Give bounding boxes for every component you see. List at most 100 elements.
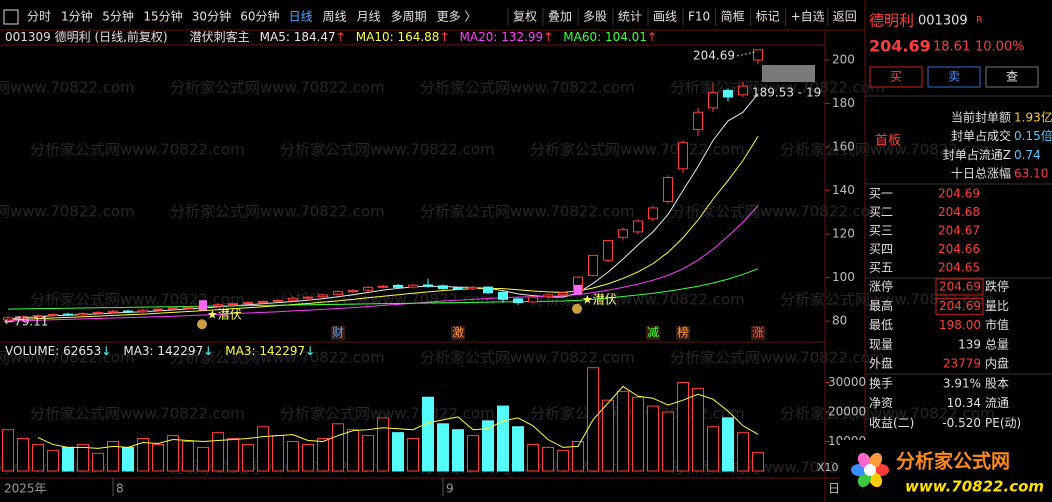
volume-bar [497,405,509,472]
row-label: 外盘 [869,356,893,371]
stat-label: 十日总涨幅 [951,166,1011,181]
tool-button[interactable]: 复权 [513,10,537,24]
candle-body [363,286,373,291]
row-label: 最高 [869,298,893,313]
tool-button[interactable]: 统计 [618,10,642,24]
scale-label: X10 [817,461,839,474]
row-label: 内盘 [985,356,1009,371]
volume-bar [47,449,59,472]
price-change: 18.61 [933,40,970,55]
row-label: 股本 [985,377,1009,391]
tool-button[interactable]: 多股 [583,10,607,24]
candle-body [3,317,13,321]
candle-body [423,284,433,287]
event-tag [451,326,465,340]
event-tag [751,326,765,340]
volume-bar [467,435,479,472]
book-label: 买三 [869,224,893,238]
y-tick-label: 100 [832,270,855,284]
watermark: 分析家公式网www.70822.com [280,141,495,159]
event-tag [331,326,345,340]
candle-body [93,311,103,314]
tool-button[interactable]: 返回 [833,10,857,24]
trade-button-label[interactable]: 卖 [948,70,960,84]
candle-body [288,297,298,301]
volume-bar [422,396,434,472]
period-tab[interactable]: 分时 [27,10,51,24]
tool-button[interactable]: 画线 [653,10,677,24]
candle-body [228,303,238,306]
period-tab[interactable]: 60分钟 [240,9,279,24]
book-price: 204.67 [938,224,980,238]
candle-body [633,220,643,233]
event-tag [646,326,660,340]
logo-petal [857,452,872,469]
candle-body [318,294,328,298]
y-tick-label: 20000 [828,404,866,418]
period-tab[interactable]: 15分钟 [143,9,182,24]
stock-badge: R [976,16,982,26]
ma-arrow: ↑ [336,30,346,44]
trade-button-label[interactable]: 查 [1006,70,1018,84]
period-tab[interactable]: 周线 [323,10,347,24]
volume-bar [452,429,464,472]
watermark: 分析家公式网www.70822.com [280,405,495,423]
ma-legend: MA5: 184.47 [260,30,336,44]
period-tab[interactable]: 30分钟 [192,9,231,24]
candle-body [453,287,463,290]
candle-body [513,298,523,304]
trade-button[interactable] [927,66,981,88]
row-value: -0.520 [942,416,981,430]
row-label: PE(动) [985,416,1021,430]
ma-arrow: ↑ [439,30,449,44]
event-label: 涨 [752,325,764,340]
volume-bar [212,432,224,472]
volume-bar [32,443,44,472]
volume-bar [737,432,749,472]
trade-button-label[interactable]: 买 [890,70,902,84]
candle-body [723,89,733,98]
signal-coin [572,303,582,314]
candle-body [498,291,508,300]
candle-body [588,254,598,276]
candle-body [753,49,763,61]
trade-button[interactable] [985,66,1039,88]
candle-body [123,310,133,313]
period-tab[interactable]: 1分钟 [61,9,93,24]
book-price: 204.65 [938,261,980,275]
volume-legend: MA3: 142297 [123,344,203,358]
tool-button[interactable]: +自选 [791,10,825,24]
candle-body [603,240,613,261]
period-tab[interactable]: 更多 〉 [437,10,477,24]
row-label: 最低 [869,318,893,332]
row-label: 量比 [985,299,1009,313]
volume-bar [692,387,704,472]
tool-button[interactable]: 标记 [756,10,780,24]
watermark: 分析家公式网www.70822.com [670,203,885,221]
tool-button[interactable]: 简框 [721,10,745,24]
trade-button[interactable] [869,66,923,88]
tool-button[interactable]: F10 [688,10,710,24]
row-value: 23779 [943,357,981,371]
period-tab[interactable]: 月线 [357,10,381,24]
volume-bar [647,405,659,472]
volume-bar [242,443,254,472]
tool-button[interactable]: 叠加 [548,10,572,24]
candle-body [378,285,388,288]
watermark: 分析家公式网www.70822.com [780,405,995,423]
period-tab[interactable]: 多周期 [391,10,427,24]
candle-body [618,229,628,238]
logo-petal [868,452,883,469]
row-label: 流通 [985,396,1009,410]
watermark: 分析家公式网www.70822.com [0,203,135,221]
period-tab[interactable]: 日线 [289,10,313,24]
volume-bar [437,423,449,472]
watermark: 分析家公式网www.70822.com [530,291,745,309]
period-tab[interactable]: 5分钟 [102,9,134,24]
volume-bar [347,429,359,472]
stock-name: 德明利 [869,12,914,30]
book-price: 204.66 [938,242,980,256]
candle-body [63,313,73,316]
row-label: 换手 [869,377,893,391]
